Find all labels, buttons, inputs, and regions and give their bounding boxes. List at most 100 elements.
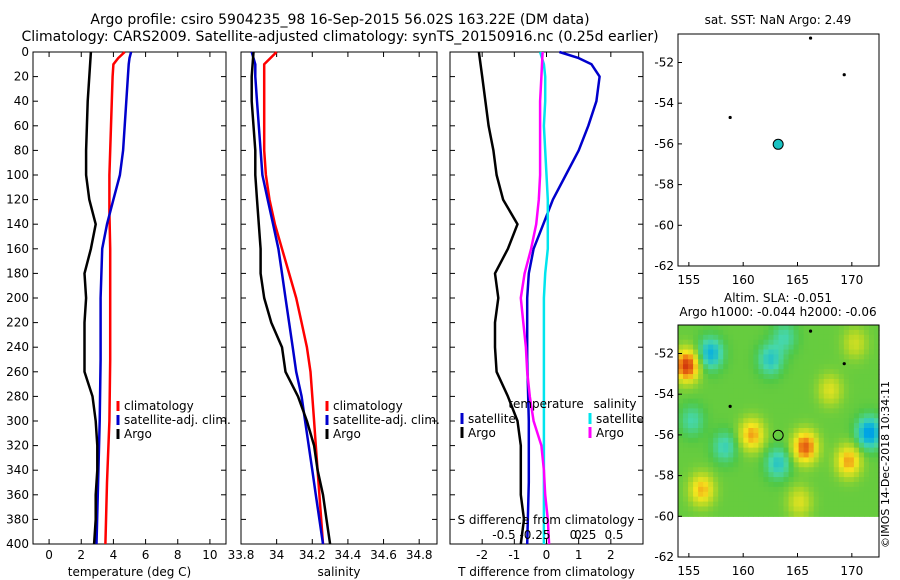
- sla-cell: [858, 472, 865, 478]
- sla-cell: [743, 496, 749, 503]
- sla-cell: [798, 481, 805, 488]
- sla-cell: [868, 374, 875, 380]
- sla-cell: [783, 511, 790, 517]
- x-tick-label: 34.8: [406, 548, 433, 562]
- sla-cell: [833, 359, 840, 365]
- sla-cell: [843, 329, 850, 336]
- x-tick-label: 2: [607, 548, 615, 562]
- sla-cell: [738, 452, 744, 459]
- y-tick-label: 320: [6, 439, 29, 453]
- sla-cell: [848, 344, 855, 351]
- sla-cell: [678, 467, 684, 473]
- sla-cell: [858, 349, 865, 356]
- sla-cell: [713, 364, 719, 370]
- sla-cell: [783, 486, 790, 493]
- sla-cell: [748, 506, 754, 512]
- sla-cell: [688, 413, 694, 419]
- sla-cell: [838, 388, 845, 395]
- sla-cell: [783, 437, 790, 444]
- sla-cell: [818, 447, 825, 454]
- sla-cell: [803, 408, 810, 414]
- sla-cell: [823, 477, 830, 483]
- sla-cell: [768, 344, 775, 351]
- sla-cell: [848, 398, 855, 405]
- sla-cell: [718, 486, 724, 493]
- sla-cell: [693, 408, 699, 414]
- sla-cell: [768, 442, 775, 449]
- sla-cell: [788, 432, 795, 439]
- sla-cell: [753, 378, 760, 385]
- sla-cell: [798, 501, 805, 508]
- sla-cell: [753, 501, 760, 508]
- sla-cell: [793, 511, 800, 517]
- sla-cell: [703, 325, 709, 331]
- sla-cell: [798, 408, 805, 414]
- sla-cell: [788, 467, 795, 473]
- sla-cell: [808, 418, 815, 424]
- sla-cell: [773, 432, 780, 439]
- sla-cell: [783, 398, 790, 405]
- sla-cell: [743, 364, 749, 370]
- sla-cell: [683, 511, 689, 517]
- sla-cell: [803, 442, 810, 449]
- sla-cell: [828, 501, 835, 508]
- sla-cell: [723, 369, 729, 375]
- sla-cell: [708, 462, 714, 468]
- sla-cell: [833, 491, 840, 498]
- sla-cell: [748, 378, 754, 385]
- sla-cell: [793, 413, 800, 419]
- sla-cell: [838, 325, 845, 331]
- sla-cell: [793, 432, 800, 439]
- sla-cell: [708, 398, 714, 405]
- sla-cell: [743, 339, 749, 346]
- sla-cell: [763, 354, 770, 360]
- sla-cell: [683, 383, 689, 390]
- y-tick-label: 200: [6, 291, 29, 305]
- sla-cell: [783, 408, 790, 414]
- sla-cell: [688, 378, 694, 385]
- x-tick-label: 1: [575, 548, 583, 562]
- sla-cell: [773, 349, 780, 356]
- sla-cell: [823, 418, 830, 424]
- sla-cell: [743, 462, 749, 468]
- sla-cell: [738, 364, 744, 370]
- sla-cell: [838, 378, 845, 385]
- sla-cell: [763, 511, 770, 517]
- sla-cell: [833, 349, 840, 356]
- sla-cell: [748, 472, 754, 478]
- sla-cell: [843, 467, 850, 473]
- series-line-argo: [83, 51, 99, 545]
- sla-cell: [873, 432, 880, 439]
- sla-cell: [773, 481, 780, 488]
- sla-cell: [688, 501, 694, 508]
- sla-cell: [703, 354, 709, 360]
- sla-cell: [708, 339, 714, 346]
- sla-cell: [788, 359, 795, 365]
- sla-cell: [858, 383, 865, 390]
- sla-cell: [683, 364, 689, 370]
- sla-cell: [873, 472, 880, 478]
- sla-cell: [738, 496, 744, 503]
- sla-cell: [703, 447, 709, 454]
- sla-cell: [728, 369, 734, 375]
- sla-cell: [708, 359, 714, 365]
- s-axis-tick-label: 0.25: [570, 528, 597, 542]
- sla-cell: [743, 457, 749, 463]
- sla-cell: [773, 491, 780, 498]
- sla-cell: [848, 437, 855, 444]
- sla-cell: [738, 447, 744, 454]
- sla-cell: [683, 457, 689, 463]
- sla-cell: [723, 374, 729, 380]
- sla-cell: [733, 413, 739, 419]
- sla-cell: [708, 486, 714, 493]
- sla-cell: [868, 486, 875, 493]
- sla-cell: [753, 344, 760, 351]
- sla-cell: [698, 329, 704, 336]
- sla-cell: [813, 334, 820, 341]
- sla-cell: [833, 334, 840, 341]
- sla-cell: [773, 413, 780, 419]
- sla-cell: [803, 339, 810, 346]
- sla-cell: [693, 432, 699, 439]
- sla-cell: [738, 457, 744, 463]
- sla-cell: [718, 408, 724, 414]
